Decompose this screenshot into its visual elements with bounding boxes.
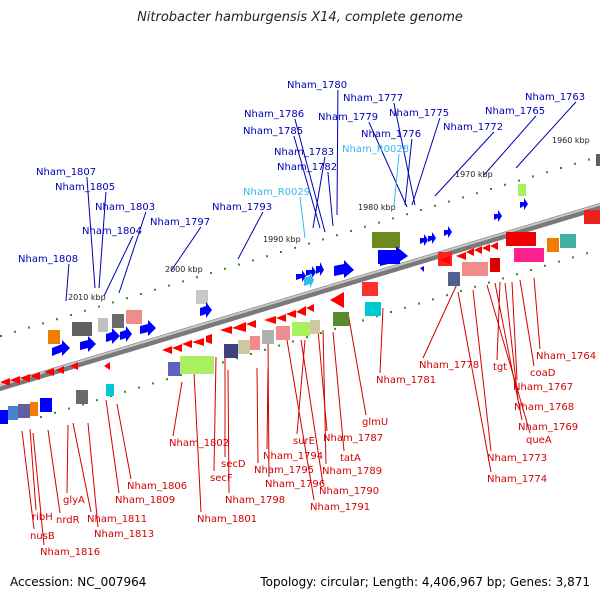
gene-label-nham_1781[interactable]: Nham_1781 [376,375,436,386]
gene-label-nham_1791[interactable]: Nham_1791 [310,502,370,513]
gene-label-secd[interactable]: secD [221,459,246,470]
gene-label-nham_1808[interactable]: Nham_1808 [18,254,78,265]
gene-label-nham_1801[interactable]: Nham_1801 [197,514,257,525]
gene-label-nham_1804[interactable]: Nham_1804 [82,226,142,237]
reverse-features [0,320,320,424]
kbp-label: 1970 kbp [455,170,493,179]
gene-label-nham_1797[interactable]: Nham_1797 [150,217,210,228]
top-gene-labels: Nham_1780 Nham_1777 Nham_1763 Nham_1786 Nham… [18,80,585,265]
gene-label-nham_r0029[interactable]: Nham_R0029 [243,187,310,198]
gene-label-glmu[interactable]: glmU [362,417,388,428]
gene-label-nham_1786[interactable]: Nham_1786 [244,109,304,120]
gene-label-nham_1780[interactable]: Nham_1780 [287,80,347,91]
gene-label-glya[interactable]: glyA [63,495,85,506]
gene-label-nham_1763[interactable]: Nham_1763 [525,92,585,103]
gene-label-nham_1765[interactable]: Nham_1765 [485,106,545,117]
map-title: Nitrobacter hamburgensis X14, complete g… [137,10,463,25]
gene-label-ribh[interactable]: ribH [32,512,53,523]
topology-summary: Topology: circular; Length: 4,406,967 bp… [260,575,590,589]
gene-label-nham_1772[interactable]: Nham_1772 [443,122,503,133]
callout-lines [21,89,577,546]
gene-label-nrdr[interactable]: nrdR [56,515,80,526]
gene-label-nham_1768[interactable]: Nham_1768 [514,402,574,413]
kbp-label: 1960 kbp [552,136,590,145]
gene-label-nham_1769[interactable]: Nham_1769 [518,422,578,433]
gene-label-nham_1779[interactable]: Nham_1779 [318,112,378,123]
gene-label-tata[interactable]: tatA [340,453,361,464]
gene-label-tgt[interactable]: tgt [493,362,507,373]
accession-label: Accession: NC_007964 [10,575,147,589]
gene-label-sure[interactable]: surE [293,436,315,447]
gene-label-nham_1813[interactable]: Nham_1813 [94,529,154,540]
gene-label-nham_1805[interactable]: Nham_1805 [55,182,115,193]
gene-label-nham_1793[interactable]: Nham_1793 [212,202,272,213]
gene-label-nham_1806[interactable]: Nham_1806 [127,481,187,492]
gene-label-nham_1795[interactable]: Nham_1795 [254,465,314,476]
gene-label-nham_1776[interactable]: Nham_1776 [361,129,421,140]
gene-label-nham_1783[interactable]: Nham_1783 [274,147,334,158]
gene-label-nham_1809[interactable]: Nham_1809 [115,495,175,506]
gene-label-secf[interactable]: secF [210,473,233,484]
gene-label-nham_1816[interactable]: Nham_1816 [40,547,100,558]
gene-label-nham_1787[interactable]: Nham_1787 [323,433,383,444]
gene-label-nham_1789[interactable]: Nham_1789 [322,466,382,477]
gene-label-nham_1777[interactable]: Nham_1777 [343,93,403,104]
gene-label-nham_1778[interactable]: Nham_1778 [419,360,479,371]
forward-arrows [52,198,528,356]
gene-label-nham_1794[interactable]: Nham_1794 [263,451,323,462]
kbp-label: 2010 kbp [68,293,106,302]
gene-label-nham_1782[interactable]: Nham_1782 [277,162,337,173]
gene-label-nham_1773[interactable]: Nham_1773 [487,453,547,464]
kbp-label: 2000 kbp [165,265,203,274]
gene-label-nham_1764[interactable]: Nham_1764 [536,351,596,362]
reverse-arrows [0,242,498,386]
gene-label-nham_1811[interactable]: Nham_1811 [87,514,147,525]
gene-label-nham_1802[interactable]: Nham_1802 [169,438,229,449]
gene-label-quea[interactable]: queA [526,435,552,446]
gene-label-nham_r0028[interactable]: Nham_R0028 [342,144,409,155]
gene-label-nham_1774[interactable]: Nham_1774 [487,474,547,485]
gene-label-coad[interactable]: coaD [530,368,556,379]
genome-backbone [0,202,600,392]
forward-features [48,154,600,344]
gene-label-nham_1803[interactable]: Nham_1803 [95,202,155,213]
gene-label-nham_1807[interactable]: Nham_1807 [36,167,96,178]
kbp-label: 1990 kbp [263,235,301,244]
cyan-features [304,272,314,288]
gene-label-nham_1785[interactable]: Nham_1785 [243,126,303,137]
kbp-labels: 1960 kbp 1970 kbp 1980 kbp 1990 kbp 2000 kbp… [68,136,590,302]
gene-label-nusb[interactable]: nusB [30,531,55,542]
kbp-ticks [0,158,590,418]
gene-label-nham_1790[interactable]: Nham_1790 [319,486,379,497]
gene-label-nham_1796[interactable]: Nham_1796 [265,479,325,490]
gene-label-nham_1767[interactable]: Nham_1767 [513,382,573,393]
gene-label-nham_1798[interactable]: Nham_1798 [225,495,285,506]
bottom-gene-labels: Nham_1764 coaD tgt Nham_1778 Nham_1767 Nham_1… [30,351,596,558]
gene-label-nham_1775[interactable]: Nham_1775 [389,108,449,119]
kbp-label: 1980 kbp [358,203,396,212]
